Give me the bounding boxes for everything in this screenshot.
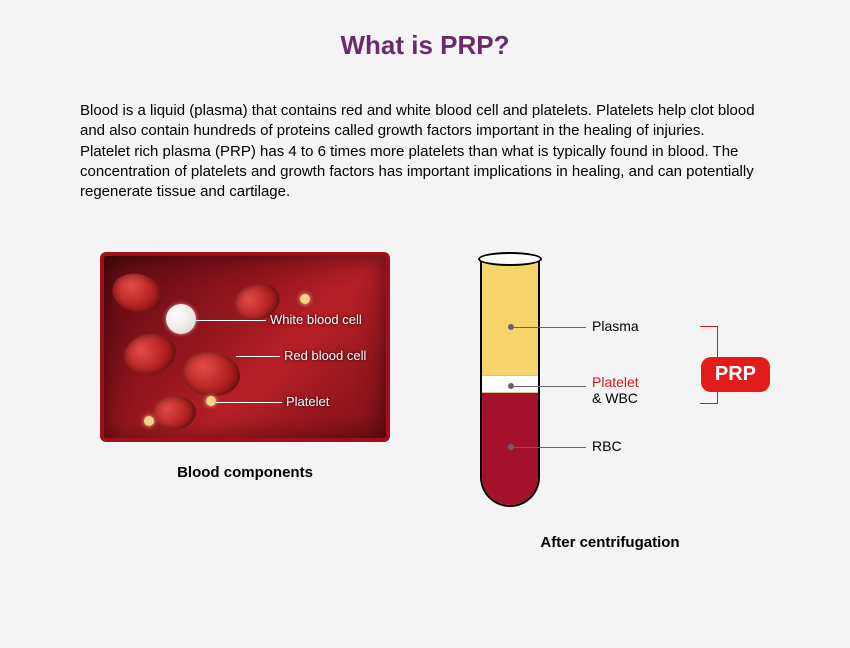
figure-blood-components: White blood cell Red blood cell Platelet… xyxy=(100,252,390,481)
leader-line xyxy=(216,402,282,403)
platelet-icon xyxy=(144,416,154,426)
platelet-icon xyxy=(300,294,310,304)
label-platelet-red: Platelet xyxy=(592,374,639,390)
red-blood-cell-icon xyxy=(150,394,197,432)
leader-line xyxy=(514,327,586,328)
tube-diagram: Plasma Platelet & WBC RBC PRP xyxy=(450,252,770,512)
label-platelet-wbc: Platelet & WBC xyxy=(592,374,639,406)
white-blood-cell-icon xyxy=(166,304,196,334)
body-text: Blood is a liquid (plasma) that contains… xyxy=(80,101,770,202)
leader-line xyxy=(514,447,586,448)
label-rbc: RBC xyxy=(592,438,622,454)
leader-line xyxy=(236,356,280,357)
platelet-icon xyxy=(206,396,216,406)
paragraph-1: Blood is a liquid (plasma) that contains… xyxy=(80,101,770,142)
test-tube xyxy=(480,252,540,507)
prp-badge: PRP xyxy=(701,357,770,392)
paragraph-2: Platelet rich plasma (PRP) has 4 to 6 ti… xyxy=(80,142,770,203)
blood-vessel-illustration: White blood cell Red blood cell Platelet xyxy=(100,252,390,442)
label-red-blood-cell: Red blood cell xyxy=(284,348,366,363)
label-white-blood-cell: White blood cell xyxy=(270,312,362,327)
red-blood-cell-icon xyxy=(179,348,243,400)
page-title: What is PRP? xyxy=(80,30,770,61)
figure-after-centrifugation: Plasma Platelet & WBC RBC PRP After cent… xyxy=(450,252,770,551)
leader-line xyxy=(196,320,266,321)
layer-plasma xyxy=(482,260,538,375)
figures-row: White blood cell Red blood cell Platelet… xyxy=(80,252,770,551)
label-wbc: & WBC xyxy=(592,390,638,406)
page: What is PRP? Blood is a liquid (plasma) … xyxy=(0,0,850,571)
leader-line xyxy=(514,386,586,387)
caption-blood-components: Blood components xyxy=(177,464,313,481)
red-blood-cell-icon xyxy=(108,268,166,318)
red-blood-cell-icon xyxy=(120,329,179,379)
label-platelet: Platelet xyxy=(286,394,329,409)
label-plasma: Plasma xyxy=(592,318,639,334)
caption-after-centrifugation: After centrifugation xyxy=(540,534,679,551)
